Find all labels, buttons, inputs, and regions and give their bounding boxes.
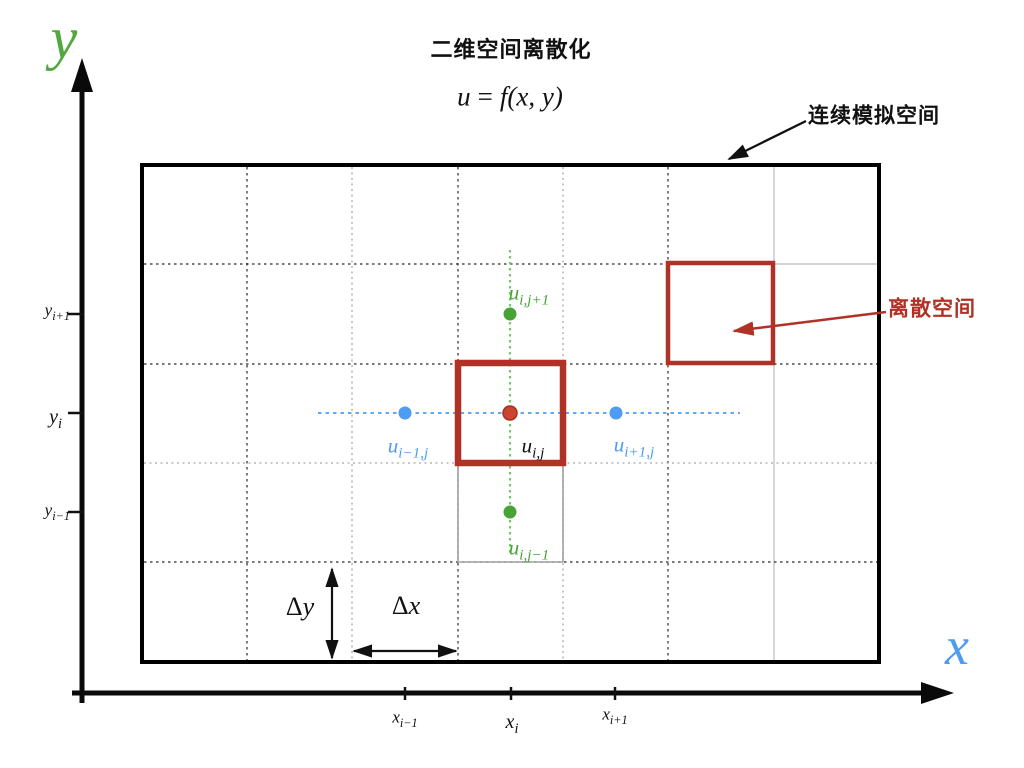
formula-equals: = (477, 81, 493, 112)
formula: u = f(x, y) (457, 81, 563, 112)
x-tick-label-i: xi (505, 711, 519, 737)
y-tick-label-i-1: yi−1 (44, 500, 70, 523)
formula-lhs: u (457, 81, 471, 112)
y-tick-label-i: yi (49, 406, 62, 432)
y-tick-label-i+1: yi+1 (44, 300, 70, 323)
discrete-space-label: 离散空间 (888, 297, 976, 321)
continuous-space-label: 连续模拟空间 (808, 104, 940, 128)
discrete-cell-upper-right (665, 260, 776, 366)
delta-y-label: Δy (285, 592, 315, 621)
y-axis-arrowhead-icon (71, 58, 93, 92)
dot-u-i-j (502, 405, 518, 421)
continuous-space-arrow (727, 119, 807, 161)
x-axis-arrowhead-icon (921, 682, 954, 704)
point-label-u-i-1-j: ui−1,j (387, 433, 429, 462)
dot-u-i+1-j (609, 406, 623, 420)
point-label-u-i+1-j: ui+1,j (613, 432, 655, 461)
x-tick-label-i+1: xi+1 (602, 704, 628, 727)
dot-u-i-j+1 (503, 307, 517, 321)
y-axis-label: y (50, 5, 78, 71)
dot-u-i-1-j (398, 406, 412, 420)
point-label-u-i-j+1: ui,j+1 (508, 280, 550, 309)
page-title: 二维空间离散化 (430, 37, 592, 62)
point-label-u-i-j-1: ui,j−1 (508, 535, 550, 564)
discrete-space-arrow (732, 310, 887, 336)
axes (68, 58, 954, 704)
x-tick-label-i-1: xi−1 (392, 707, 418, 730)
discrete-cell-center (454, 359, 567, 467)
continuous-domain-box (140, 163, 881, 664)
delta-x-label: Δx (391, 591, 421, 620)
dot-u-i-j-1 (503, 505, 517, 519)
point-label-u-i-j: ui,j (521, 433, 545, 462)
x-axis-label: x (945, 616, 969, 676)
formula-rhs: f(x, y) (499, 81, 563, 112)
